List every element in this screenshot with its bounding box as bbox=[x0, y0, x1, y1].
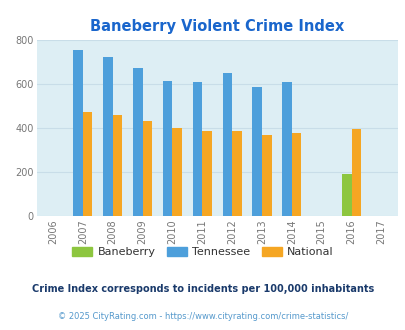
Bar bbox=[162, 81, 172, 216]
Bar bbox=[351, 129, 360, 216]
Title: Baneberry Violent Crime Index: Baneberry Violent Crime Index bbox=[90, 19, 343, 34]
Bar bbox=[202, 131, 211, 216]
Bar bbox=[83, 112, 92, 216]
Bar bbox=[133, 68, 142, 216]
Bar bbox=[172, 128, 181, 216]
Bar bbox=[73, 50, 83, 216]
Bar bbox=[281, 82, 291, 216]
Bar bbox=[103, 57, 113, 216]
Bar bbox=[113, 115, 122, 216]
Text: © 2025 CityRating.com - https://www.cityrating.com/crime-statistics/: © 2025 CityRating.com - https://www.city… bbox=[58, 313, 347, 321]
Bar bbox=[192, 82, 202, 216]
Bar bbox=[142, 121, 152, 216]
Bar bbox=[341, 174, 351, 216]
Bar bbox=[222, 73, 232, 216]
Bar bbox=[291, 133, 301, 216]
Text: Crime Index corresponds to incidents per 100,000 inhabitants: Crime Index corresponds to incidents per… bbox=[32, 284, 373, 294]
Bar bbox=[261, 135, 271, 216]
Bar bbox=[252, 87, 261, 216]
Bar bbox=[232, 131, 241, 216]
Legend: Baneberry, Tennessee, National: Baneberry, Tennessee, National bbox=[68, 243, 337, 262]
